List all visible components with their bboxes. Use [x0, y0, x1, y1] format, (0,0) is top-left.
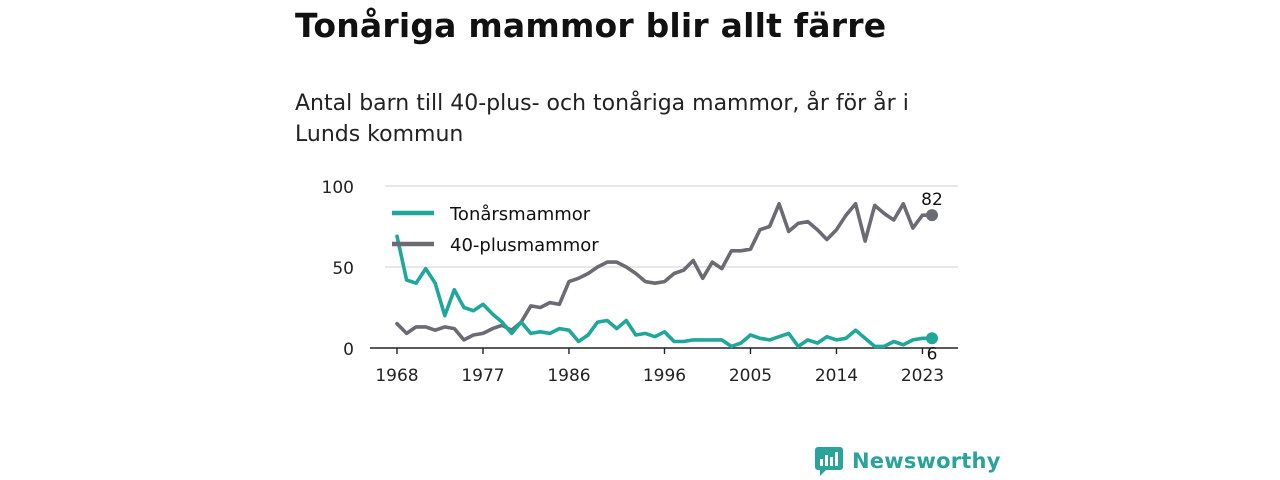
newsworthy-brand-name: Newsworthy	[852, 449, 1001, 473]
y-tick-label: 50	[332, 259, 354, 279]
y-tick-label: 100	[322, 178, 354, 198]
end-point-tonarsmammor	[926, 332, 938, 345]
x-tick-label: 1977	[461, 366, 504, 386]
x-tick-label: 1986	[547, 366, 590, 386]
series-line-fyrtioplusmammor	[395, 202, 934, 342]
newsworthy-logo-icon	[815, 447, 843, 476]
x-tick-label: 1968	[375, 366, 418, 386]
newsworthy-brand[interactable]: Newsworthy	[814, 446, 1001, 476]
x-tick-label: 2005	[729, 366, 772, 386]
chart-title: Tonåriga mammor blir allt färre	[295, 6, 887, 45]
legend-label-tonarsmammor: Tonårsmammor	[449, 204, 591, 225]
chart-subtitle: Antal barn till 40-plus- och tonåriga ma…	[295, 91, 909, 147]
end-label-fyrtioplusmammor: 82	[921, 190, 943, 210]
series-line-tonarsmammor	[395, 234, 934, 349]
x-tick-label: 2023	[901, 366, 944, 386]
end-label-tonarsmammor: 6	[927, 344, 938, 364]
legend-label-fyrtioplusmammor: 40-plusmammor	[450, 235, 599, 256]
x-tick-label: 1996	[643, 366, 686, 386]
y-tick-label: 0	[343, 340, 354, 360]
end-point-fyrtioplusmammor	[926, 209, 938, 222]
x-tick-label: 2014	[815, 366, 858, 386]
